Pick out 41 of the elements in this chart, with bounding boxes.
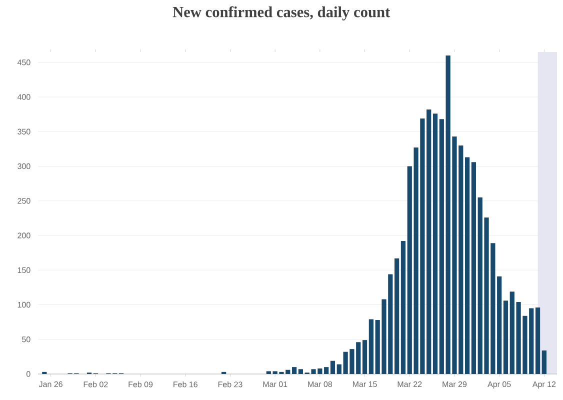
bar (324, 367, 329, 374)
x-tick-label: Mar 29 (442, 381, 467, 388)
bar (439, 119, 444, 374)
bar (497, 276, 502, 374)
x-tick-label: Mar 15 (352, 381, 377, 387)
bar (503, 300, 508, 374)
y-tick-label: 250 (18, 198, 30, 204)
y-tick-label: 0 (26, 371, 30, 377)
bar (330, 360, 336, 374)
x-tick-label: Apr 05 (488, 381, 511, 389)
x-tick-label: Apr 12 (532, 381, 556, 389)
x-tick-label: Feb 09 (128, 381, 153, 388)
x-tick-label: Mar 22 (398, 381, 422, 388)
bar (292, 367, 297, 374)
bar (266, 371, 271, 374)
bar (362, 340, 368, 374)
x-tick-label: Mar 01 (263, 381, 288, 388)
bar (464, 157, 470, 374)
bar (394, 258, 400, 374)
x-tick-label: Feb 16 (174, 381, 198, 388)
y-tick-label: 300 (18, 163, 30, 170)
y-tick-label: 200 (18, 232, 30, 238)
y-tick-label: 400 (17, 94, 30, 100)
bar (400, 241, 406, 374)
y-tick-label: 150 (18, 267, 30, 273)
x-tick-label: Jan 26 (38, 381, 62, 388)
bar (298, 369, 304, 374)
x-tick-label: Mar 08 (308, 381, 332, 388)
bar (368, 319, 374, 374)
x-tick-label: Feb 23 (218, 381, 242, 388)
y-tick-label: 50 (22, 336, 30, 342)
bar (542, 350, 546, 374)
y-tick-label: 100 (18, 302, 30, 308)
bar (426, 109, 432, 374)
chart-title: New confirmed cases, daily count (172, 6, 390, 20)
y-tick-label: 450 (17, 60, 30, 66)
bar (432, 114, 438, 374)
bar (535, 308, 540, 374)
y-tick-label: 350 (18, 128, 30, 134)
x-tick-label: Feb 02 (84, 381, 108, 388)
bar (471, 162, 476, 374)
